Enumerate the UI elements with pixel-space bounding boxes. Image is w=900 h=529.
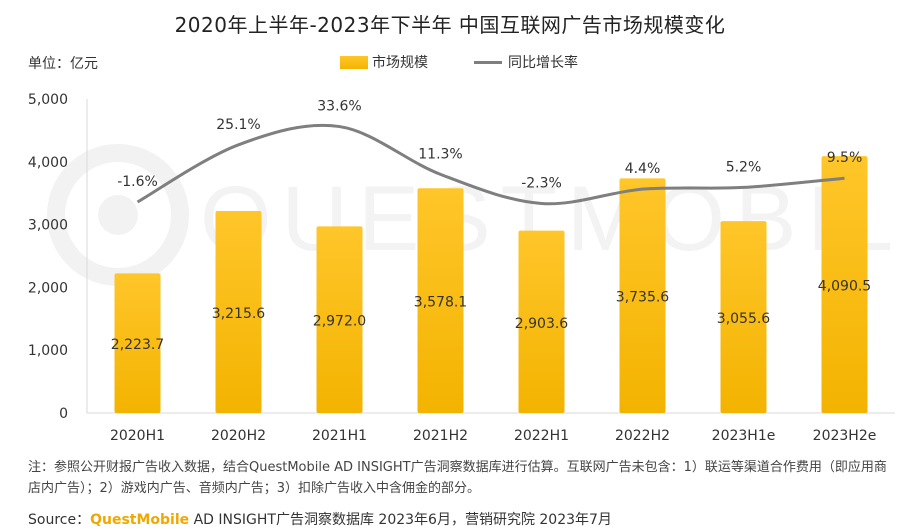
y-tick-label: 5,000: [28, 92, 68, 108]
bar: [619, 178, 666, 413]
x-tick-label: 2021H1: [312, 428, 367, 444]
unit-label: 单位：亿元: [28, 56, 98, 72]
x-axis: 2020H1 2020H2 2021H1 2021H2 2022H1 2022H2 2023…: [87, 412, 895, 444]
y-tick-label: 2,000: [28, 280, 68, 296]
growth-rate-label: 25.1%: [216, 117, 260, 133]
y-axis: 0 1,000 2,000 3,000 4,000 5,000: [28, 92, 88, 422]
bar: [215, 211, 262, 413]
bar-value-label: 3,215.6: [212, 306, 266, 322]
chart-title: 2020年上半年-2023年下半年 中国互联网广告市场规模变化: [174, 13, 726, 37]
bar-value-label: 2,223.7: [111, 337, 164, 353]
x-tick-label: 2020H2: [211, 428, 266, 444]
y-tick-label: 4,000: [28, 155, 68, 171]
source-rest: AD INSIGHT广告洞察数据库 2023年6月，营销研究院 2023年7月: [189, 512, 612, 528]
x-tick-label: 2023H1e: [712, 428, 776, 444]
y-tick-label: 1,000: [28, 343, 68, 359]
bar: [114, 273, 161, 413]
growth-rate-label: 5.2%: [726, 159, 762, 175]
legend-line-label: 同比增长率: [508, 55, 578, 71]
source-prefix: Source：: [28, 512, 91, 528]
footnote: 注：参照公开财报广告收入数据，结合QuestMobile AD INSIGHT广…: [28, 460, 887, 496]
growth-rate-label: 11.3%: [418, 146, 462, 162]
source-brand: QuestMobile: [90, 512, 190, 528]
bar-value-label: 4,090.5: [818, 279, 871, 295]
x-tick-label: 2023H2e: [813, 428, 877, 444]
bar: [518, 230, 565, 413]
bar: [720, 221, 767, 413]
bar: [316, 226, 363, 413]
growth-line: [136, 123, 845, 206]
bar-value-label: 3,735.6: [616, 290, 670, 306]
x-tick-label: 2020H1: [110, 428, 165, 444]
y-tick-label: 0: [59, 406, 68, 422]
bar-value-label: 3,578.1: [414, 295, 467, 311]
x-tick-label: 2022H1: [514, 428, 569, 444]
x-tick-label: 2022H2: [615, 428, 670, 444]
source-line: Source：QuestMobile AD INSIGHT广告洞察数据库 202…: [28, 509, 612, 529]
growth-rate-label: 33.6%: [317, 99, 361, 115]
bar-series: 2,223.7 3,215.6 2,972.0 3,578.1 2,903.6 3,735…: [111, 156, 871, 414]
legend-bar-swatch: [340, 55, 368, 69]
legend-line-swatch: [474, 60, 502, 64]
growth-rate-label: 9.5%: [827, 150, 863, 166]
y-tick-label: 3,000: [28, 218, 68, 234]
growth-rate-label: -1.6%: [117, 174, 158, 190]
bar-value-label: 2,972.0: [313, 314, 366, 330]
growth-line-series: -1.6% 25.1% 33.6% 11.3% -2.3% 4.4% 5.2% 9.5%: [117, 99, 863, 206]
bar: [417, 188, 464, 413]
watermark-logo-dot: [98, 195, 138, 235]
bar-value-label: 3,055.6: [717, 311, 771, 327]
legend: 市场规模 同比增长率: [340, 52, 578, 72]
legend-bar-label: 市场规模: [372, 55, 428, 71]
growth-rate-label: 4.4%: [625, 161, 661, 177]
bar: [821, 156, 868, 414]
x-tick-label: 2021H2: [413, 428, 468, 444]
growth-rate-label: -2.3%: [521, 176, 562, 192]
bar-value-label: 2,903.6: [515, 316, 569, 332]
